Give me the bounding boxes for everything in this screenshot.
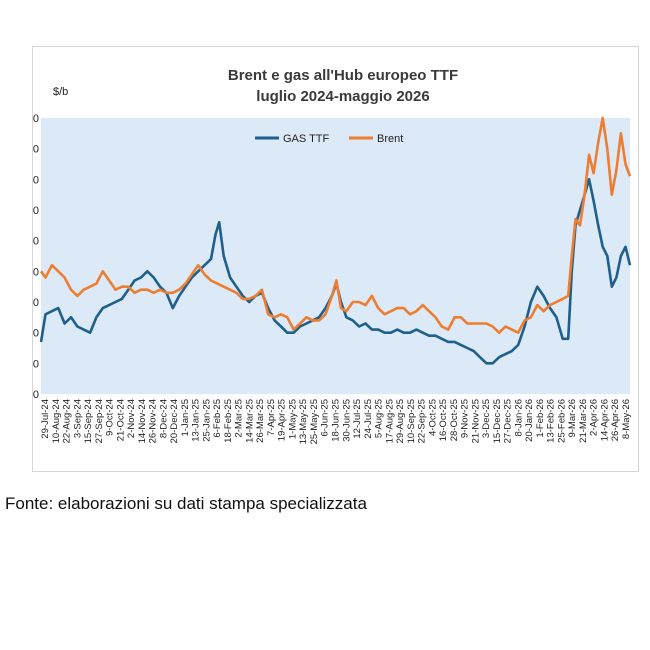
x-tick-label: 9-Mar-26 xyxy=(567,399,578,438)
x-tick-label: 1-Jan-25 xyxy=(180,399,191,437)
legend-label: GAS TTF xyxy=(283,133,330,145)
x-tick-label: 15-Dec-25 xyxy=(492,399,503,443)
x-tick-label: 8-Dec-24 xyxy=(158,399,169,438)
x-tick-label: 19-Apr-25 xyxy=(277,399,288,441)
x-tick-label: 18-Jun-25 xyxy=(331,399,342,442)
y-tick-label: 90 xyxy=(33,236,39,248)
x-tick-label: 15-Sep-24 xyxy=(83,399,94,443)
x-tick-label: 13-Feb-26 xyxy=(546,399,557,443)
series-lines xyxy=(39,116,632,365)
x-tick-label: 4-Oct-25 xyxy=(427,399,438,436)
y-tick-label: 40 xyxy=(33,389,39,401)
x-tick-label: 2-Apr-26 xyxy=(589,399,600,436)
x-tick-label: 25-May-25 xyxy=(309,399,320,444)
x-tick-label: 7-Apr-25 xyxy=(266,399,277,436)
x-tick-label: 28-Oct-25 xyxy=(449,399,460,441)
x-tick-label: 21-Nov-25 xyxy=(470,399,481,443)
x-tick-label: 8-May-26 xyxy=(621,399,632,439)
x-tick-label: 8-Jan-26 xyxy=(513,399,524,437)
series-line-brent xyxy=(39,116,632,334)
x-tick-label: 26-Nov-24 xyxy=(148,399,159,443)
plot-area xyxy=(41,118,630,394)
x-tick-label: 29-Aug-25 xyxy=(395,399,406,443)
x-tick-label: 9-Nov-25 xyxy=(460,399,471,438)
y-tick-label: 60 xyxy=(33,328,39,340)
x-tick-label: 26-Apr-26 xyxy=(610,399,621,441)
x-tick-label: 3-Sep-24 xyxy=(72,399,83,438)
x-tick-label: 1-May-25 xyxy=(288,399,299,439)
y-tick-label: 80 xyxy=(33,266,39,278)
y-axis: 40 50 60 70 80 90 100 110 120 130 xyxy=(33,113,39,401)
chart-frame: Brent e gas all'Hub europeo TTF luglio 2… xyxy=(32,46,639,472)
x-tick-label: 22-Sep-25 xyxy=(417,399,428,443)
x-tick-label: 25-Jan-25 xyxy=(201,399,212,442)
y-axis-label: $/b xyxy=(53,86,68,98)
y-tick-label: 120 xyxy=(33,144,39,156)
x-tick-label: 29-Jul-24 xyxy=(40,399,51,439)
y-tick-label: 50 xyxy=(33,358,39,370)
x-tick-label: 5-Aug-25 xyxy=(374,399,385,438)
x-tick-label: 20-Dec-24 xyxy=(169,399,180,443)
x-tick-label: 22-Aug-24 xyxy=(62,399,73,443)
x-tick-label: 2-Nov-24 xyxy=(126,399,137,438)
x-tick-label: 3-Dec-25 xyxy=(481,399,492,438)
x-axis: 29-Jul-24 10-Aug-24 22-Aug-24 3-Sep-24 15-Se… xyxy=(40,399,632,444)
legend-label: Brent xyxy=(377,133,403,145)
legend: GAS TTF Brent xyxy=(255,133,403,145)
chart-subtitle: luglio 2024-maggio 2026 xyxy=(256,88,429,105)
x-tick-label: 12-Jul-25 xyxy=(352,399,363,439)
x-tick-label: 20-Jan-26 xyxy=(524,399,535,442)
chart-title: Brent e gas all'Hub europeo TTF xyxy=(228,67,458,84)
x-tick-label: 10-Aug-24 xyxy=(51,399,62,443)
x-tick-label: 6-Jun-25 xyxy=(320,399,331,437)
x-tick-label: 2-Mar-25 xyxy=(234,399,245,438)
x-tick-label: 9-Oct-24 xyxy=(105,399,116,436)
x-tick-label: 24-Jul-25 xyxy=(363,399,374,439)
chart-svg: Brent e gas all'Hub europeo TTF luglio 2… xyxy=(33,67,632,444)
x-tick-label: 25-Feb-26 xyxy=(556,399,567,443)
x-tick-label: 27-Dec-25 xyxy=(503,399,514,443)
y-tick-label: 100 xyxy=(33,205,39,217)
source-note: Fonte: elaborazioni su dati stampa speci… xyxy=(5,494,367,513)
y-tick-label: 70 xyxy=(33,297,39,309)
x-tick-label: 26-Mar-25 xyxy=(255,399,266,443)
x-tick-label: 17-Aug-25 xyxy=(384,399,395,443)
x-tick-label: 16-Oct-25 xyxy=(438,399,449,441)
x-tick-label: 30-Jun-25 xyxy=(341,399,352,442)
x-tick-label: 14-Mar-25 xyxy=(244,399,255,443)
x-tick-label: 13-Jan-25 xyxy=(191,399,202,442)
x-tick-label: 27-Sep-24 xyxy=(94,399,105,443)
y-tick-label: 110 xyxy=(33,174,39,186)
x-tick-label: 6-Feb-25 xyxy=(212,399,223,438)
y-tick-label: 130 xyxy=(33,113,39,125)
x-tick-label: 10-Sep-25 xyxy=(406,399,417,443)
x-tick-label: 14-Apr-26 xyxy=(600,399,611,441)
x-tick-label: 18-Feb-25 xyxy=(223,399,234,443)
x-tick-label: 21-Oct-24 xyxy=(115,399,126,441)
x-tick-label: 13-May-25 xyxy=(298,399,309,444)
x-tick-label: 14-Nov-24 xyxy=(137,399,148,443)
x-tick-label: 21-Mar-26 xyxy=(578,399,589,443)
x-tick-label: 1-Feb-26 xyxy=(535,399,546,438)
